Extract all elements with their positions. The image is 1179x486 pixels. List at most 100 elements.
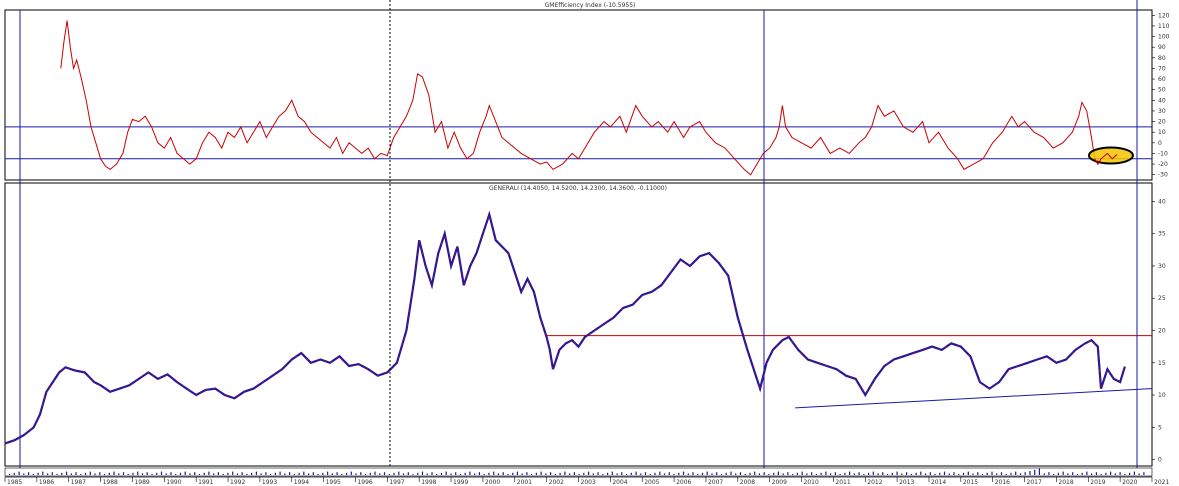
volume-bar [815, 474, 817, 475]
efficiency-index-line-highlighted [1094, 152, 1118, 166]
x-tick-label: 2017 [1027, 479, 1042, 486]
x-tick-label: 1995 [326, 479, 341, 486]
volume-bar [198, 474, 200, 475]
volume-bar [1062, 471, 1064, 475]
volume-bar [763, 472, 765, 475]
volume-bar [887, 474, 889, 475]
volume-bar [1081, 472, 1083, 475]
volume-bar [298, 472, 300, 475]
x-tick-label: 1988 [103, 479, 118, 486]
volume-bar [564, 471, 566, 475]
volume-bar [94, 473, 96, 475]
volume-bar [23, 473, 25, 475]
volume-bar [99, 472, 101, 475]
volume-bar [749, 472, 751, 475]
y-tick-label: -10 [1158, 150, 1168, 157]
volume-bar [640, 473, 642, 475]
y-tick-label: 0 [1158, 140, 1162, 147]
volume-bar [1133, 471, 1135, 475]
volume-bar [906, 472, 908, 475]
x-tick-label: 1994 [294, 479, 309, 486]
volume-bar [1086, 471, 1088, 475]
volume-bar [792, 474, 794, 475]
x-tick-label: 1987 [71, 479, 86, 486]
volume-bar [659, 471, 661, 475]
x-tick-label: 2009 [772, 479, 787, 486]
y-tick-label: 50 [1158, 87, 1166, 94]
volume-bar [1048, 472, 1050, 475]
volume-bar [417, 472, 419, 475]
volume-bar [972, 473, 974, 475]
volume-bar [550, 472, 552, 475]
volume-bar [711, 473, 713, 475]
volume-bar [526, 472, 528, 475]
volume-bar [213, 473, 215, 475]
volume-bar [141, 473, 144, 475]
x-tick-label: 2003 [581, 479, 596, 486]
volume-bar [616, 473, 618, 475]
x-tick-label: 2018 [1058, 479, 1073, 486]
volume-bar [701, 472, 704, 475]
x-tick-label: 1986 [39, 479, 54, 486]
volume-bar [160, 471, 163, 475]
x-tick-label: 2002 [549, 479, 564, 486]
volume-bar [706, 471, 708, 475]
volume-bar [1019, 473, 1022, 475]
volume-bar [958, 474, 960, 475]
volume-bar [222, 474, 224, 475]
y-tick-label: 80 [1158, 55, 1166, 62]
volume-bar [573, 472, 575, 475]
x-tick-label: 2019 [1090, 479, 1105, 486]
volume-bar [1114, 473, 1116, 475]
x-tick-label: 1990 [166, 479, 181, 486]
volume-bar [1076, 474, 1078, 475]
volume-bar [383, 472, 386, 475]
y-tick-label: 20 [1158, 119, 1166, 126]
volume-bar [768, 474, 770, 475]
volume-bar [1100, 474, 1102, 475]
x-tick-label: 2007 [708, 479, 723, 486]
volume-bar [649, 474, 651, 475]
volume-bar [236, 473, 238, 475]
y-tick-label: 120 [1158, 12, 1170, 19]
volume-bar [355, 473, 357, 475]
volume-bar [535, 472, 537, 475]
y-tick-label: 40 [1158, 198, 1166, 205]
volume-bar [777, 471, 779, 475]
volume-bar [720, 474, 723, 475]
volume-bar [1005, 474, 1007, 475]
volume-bar [939, 472, 941, 475]
x-tick-label: 1997 [389, 479, 404, 486]
volume-bar [464, 472, 466, 475]
volume-bar [364, 474, 367, 475]
volume-bar [336, 472, 338, 475]
volume-bar [934, 474, 936, 475]
volume-bar [56, 474, 58, 475]
volume-bar [9, 474, 11, 475]
generali-price-line [4, 210, 1126, 445]
volume-bar [28, 472, 30, 475]
volume-bar [103, 474, 106, 475]
volume-bar [611, 471, 613, 475]
volume-bar [834, 472, 836, 475]
volume-bar [412, 474, 414, 475]
y-tick-label: 40 [1158, 97, 1166, 104]
volume-bar [896, 471, 898, 475]
volume-bar [469, 471, 471, 475]
volume-bar [877, 473, 879, 475]
volume-bar [725, 472, 727, 475]
volume-bar [687, 473, 689, 475]
volume-bar [369, 472, 371, 475]
volume-bar [981, 474, 984, 475]
volume-bar [569, 473, 571, 475]
y-tick-label: 60 [1158, 76, 1166, 83]
volume-bar [758, 473, 760, 475]
volume-bar [431, 472, 433, 475]
volume-bar [1143, 472, 1145, 475]
volume-bar [127, 474, 129, 475]
x-tick-label: 1985 [7, 479, 22, 486]
x-tick-label: 2005 [644, 479, 659, 486]
volume-bar [346, 472, 348, 475]
generali-title: GENERALI (14.4050, 14.5200, 14.2300, 14.… [489, 185, 667, 192]
